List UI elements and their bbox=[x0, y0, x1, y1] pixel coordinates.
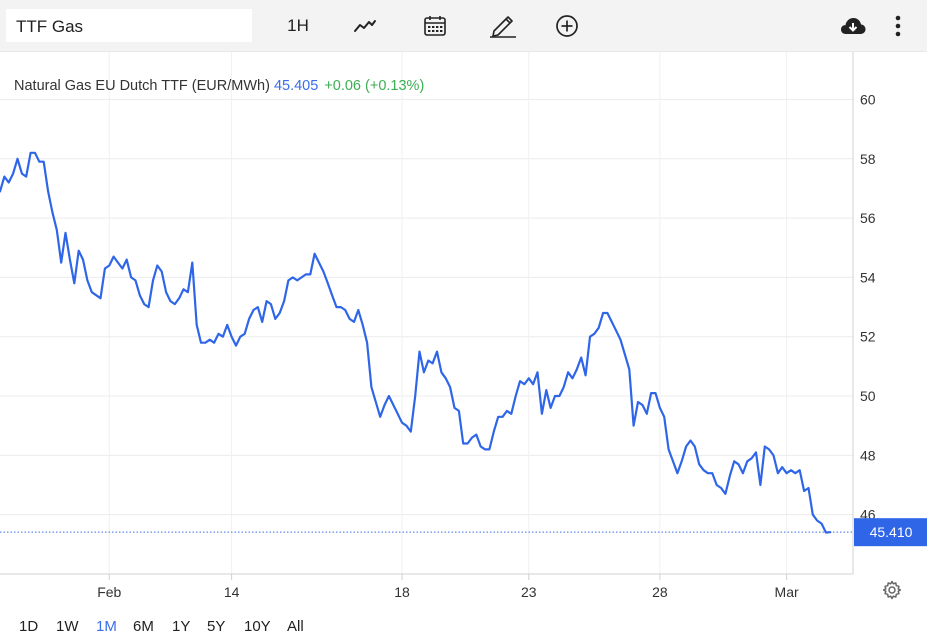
x-axis-tick-label: 23 bbox=[521, 584, 537, 600]
chart-type-button[interactable] bbox=[350, 10, 380, 42]
chart-settings-button[interactable] bbox=[882, 580, 902, 600]
calendar-icon bbox=[424, 16, 446, 36]
range-5y[interactable]: 5Y bbox=[207, 618, 226, 635]
more-vertical-icon bbox=[895, 15, 901, 37]
range-10y[interactable]: 10Y bbox=[244, 618, 271, 635]
cloud-download-icon bbox=[841, 18, 866, 34]
range-1m[interactable]: 1M bbox=[96, 618, 117, 635]
x-axis-tick-label: Mar bbox=[775, 584, 799, 600]
y-axis-tick-label: 50 bbox=[860, 388, 876, 404]
draw-tool-button[interactable] bbox=[487, 10, 519, 42]
price-chart[interactable]: 46 48 50 52 54 56 58 60 Feb 14 18 23 28 Mar 45.410 bbox=[0, 52, 927, 612]
more-menu-button[interactable] bbox=[888, 10, 908, 42]
symbol-input[interactable]: TTF Gas bbox=[6, 9, 252, 42]
x-axis-tick-label: 18 bbox=[394, 584, 410, 600]
pencil-icon bbox=[490, 16, 516, 38]
last-price-tag: 45.410 bbox=[854, 518, 927, 547]
chart-toolbar: TTF Gas 1H bbox=[0, 0, 927, 52]
gear-icon bbox=[882, 580, 902, 600]
range-6m[interactable]: 6M bbox=[133, 618, 154, 635]
price-series-line bbox=[0, 151, 832, 534]
line-chart-icon bbox=[354, 20, 376, 32]
y-axis-tick-label: 54 bbox=[860, 269, 876, 285]
range-all[interactable]: All bbox=[287, 618, 304, 635]
range-1d[interactable]: 1D bbox=[19, 618, 39, 635]
last-price-tag-bg bbox=[854, 518, 927, 547]
plus-circle-icon bbox=[556, 15, 578, 37]
x-axis-tick-label: Feb bbox=[97, 584, 121, 600]
y-axis-tick-label: 56 bbox=[860, 210, 876, 226]
instrument-name: Natural Gas EU Dutch TTF (EUR/MWh) bbox=[14, 78, 270, 94]
y-axis-tick-label: 60 bbox=[860, 91, 876, 107]
date-range-button[interactable] bbox=[420, 10, 450, 42]
range-1y[interactable]: 1Y bbox=[172, 618, 191, 635]
interval-button[interactable]: 1H bbox=[287, 16, 309, 35]
x-axis-tick-label: 28 bbox=[652, 584, 668, 600]
add-indicator-button[interactable] bbox=[553, 10, 581, 42]
last-price-tag-label: 45.410 bbox=[870, 524, 913, 540]
y-axis-tick-label: 58 bbox=[860, 151, 876, 167]
chart-legend: Natural Gas EU Dutch TTF (EUR/MWh) 45.405… bbox=[14, 78, 424, 94]
range-1w[interactable]: 1W bbox=[56, 618, 79, 635]
x-axis-tick-label: 14 bbox=[224, 584, 240, 600]
price-change: +0.06 (+0.13%) bbox=[324, 78, 425, 94]
range-selector: 1D 1W 1M 6M 1Y 5Y 10Y All bbox=[0, 612, 927, 643]
last-price: 45.405 bbox=[273, 78, 319, 94]
download-button[interactable] bbox=[838, 10, 868, 42]
y-axis-tick-label: 52 bbox=[860, 329, 876, 345]
y-axis-tick-label: 48 bbox=[860, 447, 876, 463]
